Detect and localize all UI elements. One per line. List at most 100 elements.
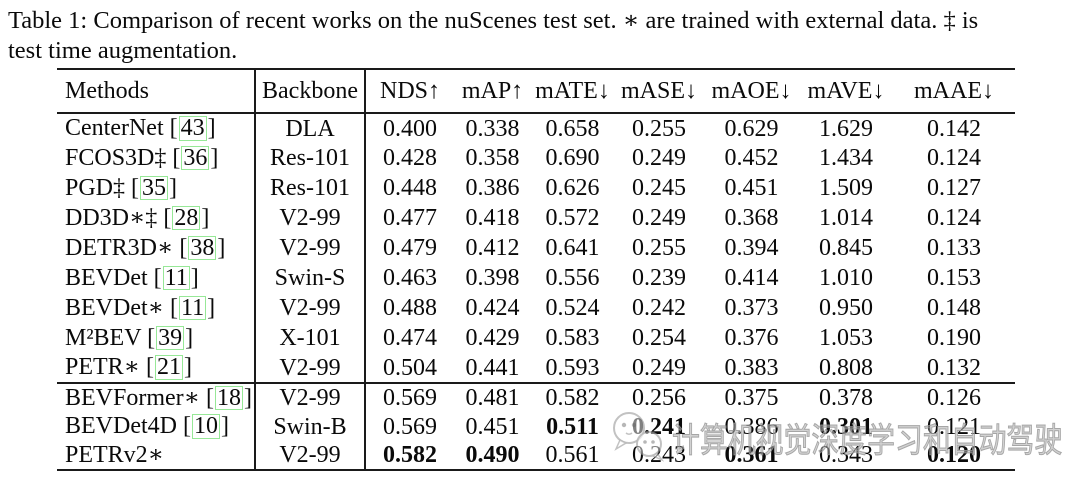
metric-cell: 0.394 [724,235,779,261]
backbone-cell: Swin-B [255,412,366,441]
metric-cell: 0.127 [927,175,981,201]
metric-cell: 0.488 [383,295,437,321]
citation-link[interactable]: 18 [214,384,243,411]
metric-cell: 0.373 [724,295,779,321]
metric-cell: 0.414 [724,265,779,291]
metric-cell: 0.412 [465,235,520,261]
metric-cell: 0.474 [383,325,437,351]
metric-cell: 0.572 [545,205,600,231]
backbone-cell: V2-99 [255,441,366,470]
metric-cell: 0.243 [632,442,686,468]
metric-cell: 0.428 [383,145,437,171]
metric-cell: 0.583 [545,325,600,351]
metric-cell: 0.463 [383,265,437,291]
header-mase: mASE↓ [620,78,697,104]
metric-cell: 0.142 [927,115,981,142]
header-map: mAP↑ [461,78,524,104]
table-row: FCOS3D‡ [36] Res-101 0.428 0.358 0.690 0.249 0… [57,143,1015,173]
metric-cell: 0.561 [545,442,600,468]
header-mate: mATE↓ [535,78,610,104]
metric-cell: 0.255 [632,235,686,261]
metric-cell: 0.386 [724,413,779,440]
table-row: BEVDet∗ [11] V2-99 0.488 0.424 0.524 0.242 0.3… [57,293,1015,323]
metric-cell: 0.569 [383,413,437,440]
metric-cell: 0.124 [927,145,981,171]
method-name: FCOS3D‡ [65,144,167,171]
citation-link[interactable]: 36 [181,144,210,171]
citation-link[interactable]: 35 [140,174,169,201]
metric-cell: 0.254 [632,325,686,351]
metric-cell: 0.239 [632,265,686,291]
metric-cell: 0.245 [632,175,686,201]
caption-line-1: Table 1: Comparison of recent works on t… [8,7,979,34]
method-name: BEVDet [65,264,148,291]
metric-cell: 1.053 [819,325,873,351]
method-cell: DD3D∗‡ [28] [57,203,256,233]
backbone-cell: Res-101 [255,143,366,173]
metric-cell: 0.582 [383,442,437,468]
metric-cell: 0.190 [927,325,981,351]
method-name: DETR3D∗ [65,234,174,261]
table-row: DETR3D∗ [38] V2-99 0.479 0.412 0.641 0.255 0.3… [57,233,1015,263]
metric-cell: 0.477 [383,205,437,231]
backbone-cell: V2-99 [255,203,366,233]
metric-cell: 0.593 [545,354,600,381]
citation-link[interactable]: 43 [178,115,207,142]
table-row: BEVDet [11] Swin-S 0.463 0.398 0.556 0.239 0.4… [57,263,1015,293]
citation-link[interactable]: 11 [178,294,207,321]
header-mave: mAVE↓ [807,78,885,104]
metric-cell: 0.338 [465,115,520,142]
method-name: PETR∗ [65,354,140,381]
method-name: M²BEV [65,324,142,351]
method-cell: PETRv2∗ [57,441,256,470]
method-name: BEVFormer∗ [65,384,200,411]
table-row: CenterNet [43] DLA 0.400 0.338 0.658 0.255 0.6… [57,113,1015,143]
method-cell: BEVFormer∗ [18] [57,383,256,412]
metric-cell: 0.448 [383,175,437,201]
method-cell: CenterNet [43] [57,113,256,143]
metric-cell: 0.375 [724,385,779,411]
method-name: PGD‡ [65,174,126,201]
header-maoe: mAOE↓ [711,78,792,104]
metric-cell: 0.950 [819,295,873,321]
metric-cell: 0.690 [545,145,600,171]
metric-cell: 0.641 [545,235,600,261]
citation-link[interactable]: 38 [188,234,217,261]
metric-cell: 1.509 [819,175,873,201]
metric-cell: 0.148 [927,295,981,321]
table-header-row: Methods Backbone NDS↑ mAP↑ mATE↓ mASE↓ m… [57,69,1015,113]
citation-link[interactable]: 21 [155,354,183,381]
method-cell: M²BEV [39] [57,323,256,353]
metric-cell: 0.626 [545,175,600,201]
metric-cell: 1.010 [819,265,873,291]
citation-link[interactable]: 10 [191,413,220,440]
metric-cell: 0.241 [632,413,686,440]
metric-cell: 0.133 [927,235,981,261]
metric-cell: 0.153 [927,265,981,291]
metric-cell: 0.249 [632,354,686,381]
metric-cell: 0.481 [465,385,520,411]
citation-link[interactable]: 11 [162,264,190,291]
table-row: M²BEV [39] X-101 0.474 0.429 0.583 0.254 0.376… [57,323,1015,353]
metric-cell: 0.343 [819,442,873,468]
citation-link[interactable]: 39 [156,324,185,351]
backbone-cell: V2-99 [255,293,366,323]
metric-cell: 0.808 [819,354,873,381]
backbone-cell: X-101 [255,323,366,353]
backbone-cell: V2-99 [255,233,366,263]
metric-cell: 1.629 [819,115,873,142]
metric-cell: 0.511 [546,413,599,440]
method-name: CenterNet [65,115,164,142]
table-body-group-2: BEVFormer∗ [18] V2-99 0.569 0.481 0.582 0.256… [57,383,1015,470]
method-name: DD3D∗‡ [65,204,158,231]
results-table: Methods Backbone NDS↑ mAP↑ mATE↓ mASE↓ m… [57,68,1015,471]
table-body-group-1: CenterNet [43] DLA 0.400 0.338 0.658 0.255 0.6… [57,113,1015,383]
metric-cell: 0.418 [465,205,520,231]
metric-cell: 0.556 [545,265,600,291]
method-name: BEVDet∗ [65,294,164,321]
metric-cell: 0.629 [724,115,779,142]
metric-cell: 0.249 [632,205,686,231]
method-cell: BEVDet4D [10] [57,412,256,441]
table-row: PETRv2∗ V2-99 0.582 0.490 0.561 0.243 0.361 0.3… [57,441,1015,470]
citation-link[interactable]: 28 [172,204,201,231]
